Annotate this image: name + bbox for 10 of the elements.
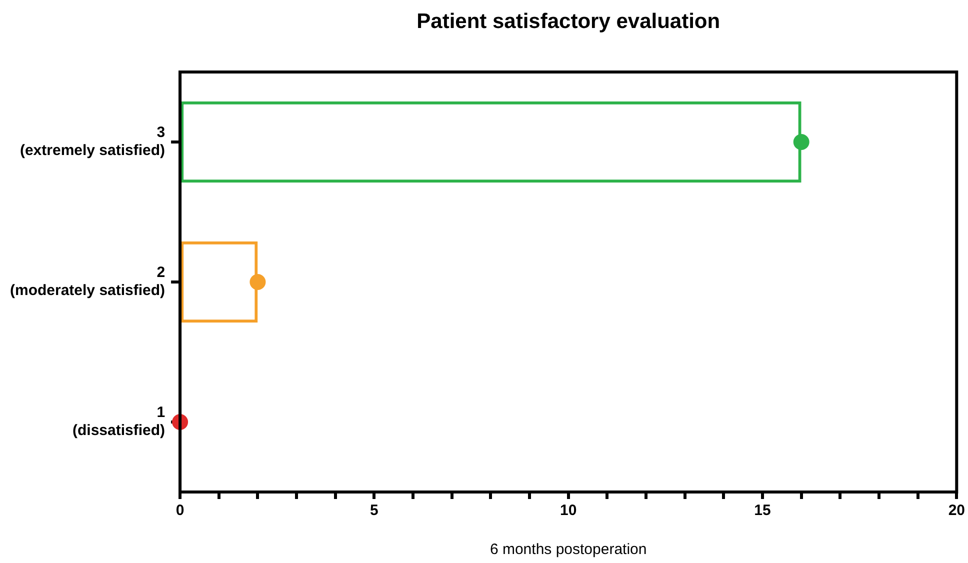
y-tick-label: 2 (moderately satisfied) [10, 264, 166, 300]
y-tick-label: 3 (extremely satisfied) [20, 124, 166, 160]
x-tick-label: 15 [754, 502, 771, 520]
x-tick-label: 20 [948, 502, 965, 520]
x-tick-label: 0 [176, 502, 184, 520]
y-tick-label: 1 (dissatisfied) [72, 404, 166, 440]
x-tick-label: 5 [370, 502, 378, 520]
x-axis-title: 6 months postoperation [490, 541, 647, 558]
chart-title: Patient satisfactory evaluation [416, 10, 720, 33]
x-tick-label: 10 [560, 502, 577, 520]
